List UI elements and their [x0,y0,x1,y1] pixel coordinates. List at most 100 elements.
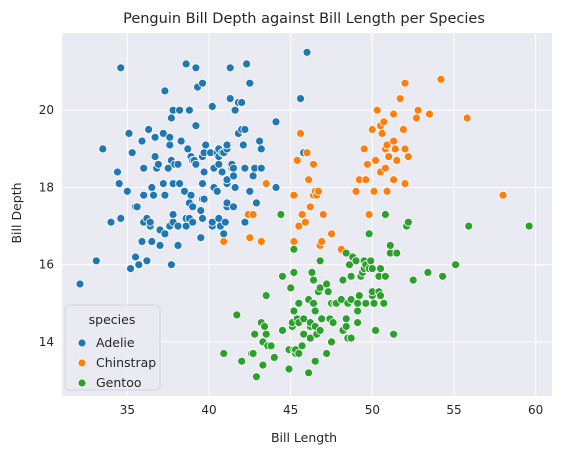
y-tick-label: 18 [39,180,54,194]
data-point [271,117,281,127]
data-point [351,256,361,266]
data-point [160,190,170,200]
data-point [462,113,472,123]
data-point [126,264,136,274]
data-point [377,128,387,138]
data-point [225,63,235,73]
data-point [168,210,178,219]
data-point [294,349,304,358]
data-point [327,229,336,239]
data-point [302,148,312,158]
data-point [438,271,448,281]
data-point [222,140,232,150]
data-point [127,148,137,158]
data-point [175,179,185,189]
data-point [379,117,389,127]
data-point [398,125,408,134]
data-point [144,125,154,134]
x-tick-label: 45 [283,403,298,417]
data-point [261,179,271,189]
data-point [328,318,338,328]
data-point [196,233,206,243]
data-point [315,256,325,266]
data-point [305,333,315,343]
data-point [212,186,222,196]
data-point [289,190,299,200]
data-point [255,136,265,146]
grid-lines [62,33,552,396]
data-point [309,275,318,285]
data-point [219,229,229,239]
data-point [359,144,369,154]
data-point [524,221,534,231]
legend-marker [77,378,87,388]
data-point [341,248,351,258]
data-point [408,275,418,285]
data-point [186,190,196,200]
data-point [131,252,140,262]
data-point [188,202,198,212]
data-point [341,322,351,331]
data-point [369,186,379,196]
data-point [245,78,255,88]
data-point [137,136,147,146]
data-point [181,59,191,69]
data-point [220,217,230,227]
data-point [389,109,399,119]
data-point [389,329,399,339]
data-point [260,322,269,331]
series-gentoo [219,210,534,382]
data-point [147,183,157,192]
data-point [354,291,364,301]
data-point [284,364,294,374]
data-point [180,186,189,196]
data-point [229,202,238,212]
data-point [229,171,238,181]
data-point [353,318,363,328]
data-point [248,210,258,219]
data-point [250,329,260,339]
data-point [153,159,163,169]
data-point [145,217,155,227]
data-point [240,163,250,173]
data-point [403,152,413,162]
data-point [423,267,433,277]
data-point [176,136,186,146]
data-point [380,163,390,173]
data-point [75,279,85,289]
y-axis-ticks: 14 16 18 20 [39,103,54,349]
data-point [134,260,144,270]
data-point [361,175,371,185]
data-point [296,94,305,103]
data-point [380,210,390,219]
data-point [165,132,175,142]
x-tick-label: 50 [365,403,380,417]
data-point [289,267,299,277]
data-point [346,333,356,343]
data-point [183,144,193,154]
data-point [385,240,395,250]
data-point [400,78,410,88]
data-point [229,163,238,173]
legend-marker [77,358,87,368]
data-point [317,237,327,246]
data-point [188,217,198,227]
data-point [286,283,296,293]
y-tick-label: 20 [39,103,54,117]
data-point [199,194,209,204]
data-point [217,167,227,177]
data-point [147,237,157,246]
data-point [315,325,325,335]
data-point [362,159,372,169]
data-point [114,179,124,189]
data-point [139,190,149,200]
data-point [98,144,108,154]
data-point [198,78,207,88]
data-point [225,94,235,103]
data-point [256,237,266,246]
y-axis-label: Bill Depth [9,182,24,243]
data-point [184,105,194,115]
data-point [278,271,287,281]
data-point [436,74,446,84]
